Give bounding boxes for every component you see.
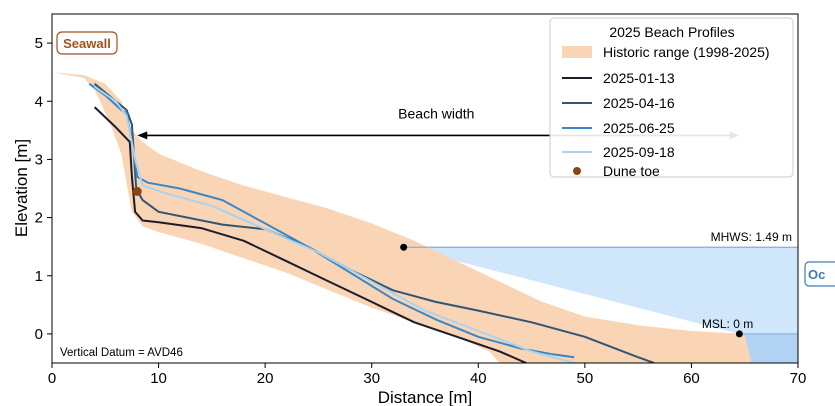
profile-line-2025-09-18 xyxy=(94,85,575,363)
x-tick-label: 20 xyxy=(257,370,274,387)
y-tick-label: 4 xyxy=(35,93,43,110)
y-tick-label: 3 xyxy=(35,151,43,168)
legend-label-2025-01-13: 2025-01-13 xyxy=(603,70,675,86)
x-tick-label: 10 xyxy=(150,370,167,387)
ocean-label: Oc xyxy=(808,267,825,282)
profile-lines xyxy=(88,82,655,363)
x-axis-label: Distance [m] xyxy=(378,388,472,406)
mhws-marker xyxy=(400,243,408,251)
y-tick-label: 5 xyxy=(35,35,43,52)
x-tick-label: 30 xyxy=(363,370,380,387)
legend-label-historic: Historic range (1998-2025) xyxy=(603,44,770,60)
x-tick-label: 70 xyxy=(790,370,807,387)
dune-toe-marker xyxy=(132,186,142,196)
x-tick-label: 60 xyxy=(683,370,700,387)
msl-label: MSL: 0 m xyxy=(702,317,753,331)
y-axis-label: Elevation [m] xyxy=(12,139,31,237)
y-tick-label: 1 xyxy=(35,268,43,285)
legend-label-dune-toe: Dune toe xyxy=(603,163,660,179)
legend-label-2025-09-18: 2025-09-18 xyxy=(603,144,675,160)
legend-title: 2025 Beach Profiles xyxy=(609,24,734,40)
seawall-label: Seawall xyxy=(63,36,111,51)
legend-box xyxy=(549,17,794,178)
plot-frame xyxy=(51,13,799,364)
y-tick-label: 2 xyxy=(35,210,43,227)
plot-fills xyxy=(52,72,798,363)
profile-line-2025-01-13 xyxy=(93,106,527,363)
msl-marker xyxy=(735,330,743,338)
msl-water-area xyxy=(739,333,798,363)
x-tick-label: 0 xyxy=(48,370,56,387)
mhws-label: MHWS: 1.49 m xyxy=(711,230,792,244)
profile-line-2025-06-25 xyxy=(88,82,575,359)
datum-note: Vertical Datum = AVD46 xyxy=(60,347,183,359)
beach-width-label: Beach width xyxy=(398,105,474,121)
x-tick-label: 50 xyxy=(577,370,594,387)
y-axis-ticks: 0 1 2 3 4 5 xyxy=(35,35,52,343)
x-tick-label: 40 xyxy=(470,370,487,387)
legend-label-2025-06-25: 2025-06-25 xyxy=(603,120,675,136)
mhws-water-area xyxy=(403,247,798,334)
seawall-badge xyxy=(56,31,118,55)
ocean-badge xyxy=(804,261,835,287)
legend-label-2025-04-16: 2025-04-16 xyxy=(603,95,675,111)
legend: 2025 Beach Profiles Historic range (1998… xyxy=(549,17,794,179)
legend-swatch-dune-toe xyxy=(573,167,581,175)
y-tick-label: 0 xyxy=(35,326,43,343)
x-axis-ticks: 0 10 20 30 40 50 60 70 xyxy=(48,363,807,387)
legend-swatch-historic xyxy=(562,46,592,58)
beach-width-arrowhead-left xyxy=(137,131,148,140)
